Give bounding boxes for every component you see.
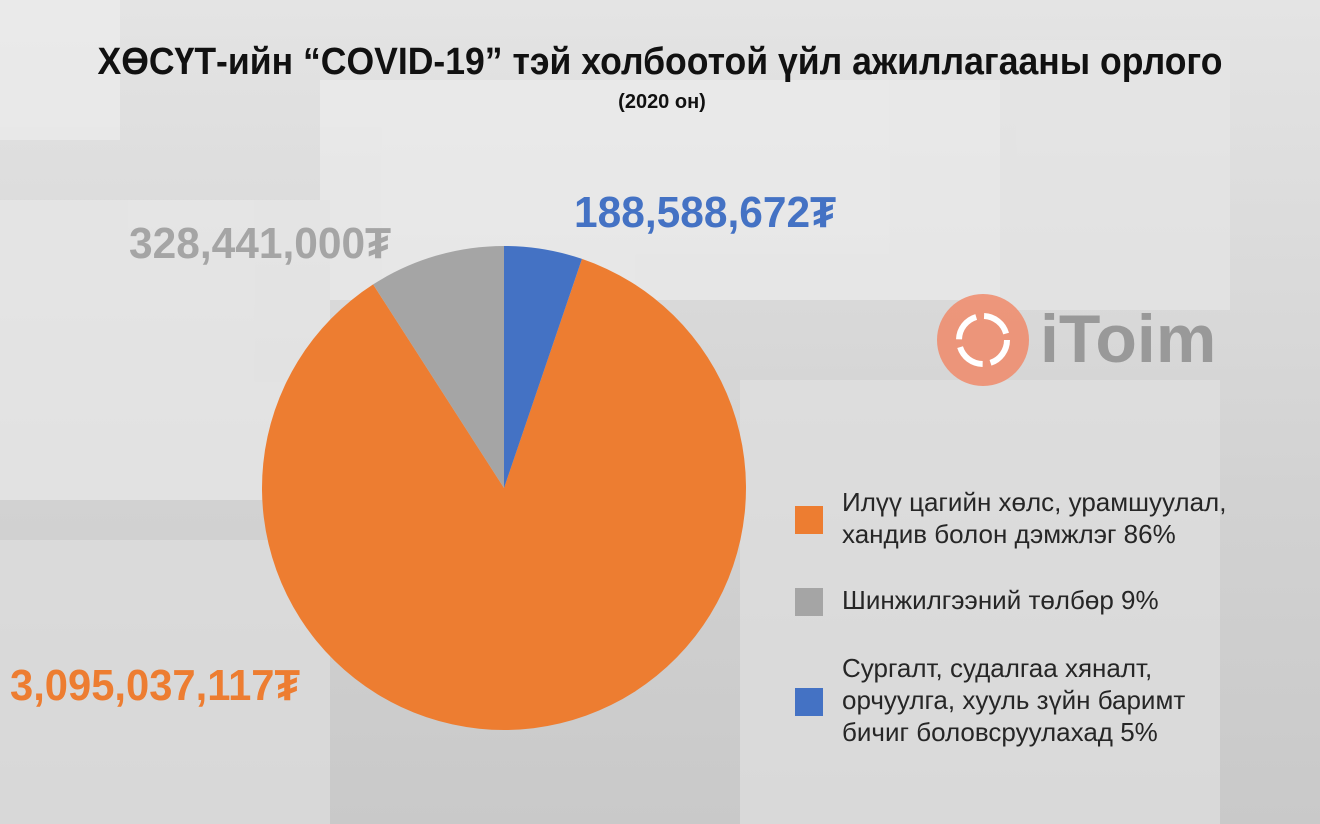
legend-label: Сургалт, судалгаа хяналт, орчуулга, хуул…: [842, 653, 1186, 747]
watermark: iToim: [1040, 301, 1216, 377]
chart-subtitle: (2020 он): [618, 91, 706, 113]
value-label: 188,588,672₮: [574, 188, 836, 237]
pie-slice: [504, 246, 582, 488]
legend-label: Илүү цагийн хөлс, урамшуулал, хандив бол…: [842, 487, 1227, 549]
logo: iToim: [937, 294, 1216, 386]
background-buildings: [0, 0, 1230, 824]
pie-slice: [261, 258, 746, 730]
legend-label: Шинжилгээний төлбөр 9%: [842, 585, 1159, 615]
legend-swatch: [795, 588, 823, 616]
chart-title: ХӨСҮТ-ийн “COVID-19” тэй холбоотой үйл а…: [98, 41, 1223, 83]
legend-swatch: [795, 506, 823, 534]
legend-swatch: [795, 688, 823, 716]
pie-slice: [373, 246, 504, 488]
value-label: 328,441,000₮: [129, 219, 391, 268]
value-label: 3,095,037,117₮: [10, 661, 300, 710]
